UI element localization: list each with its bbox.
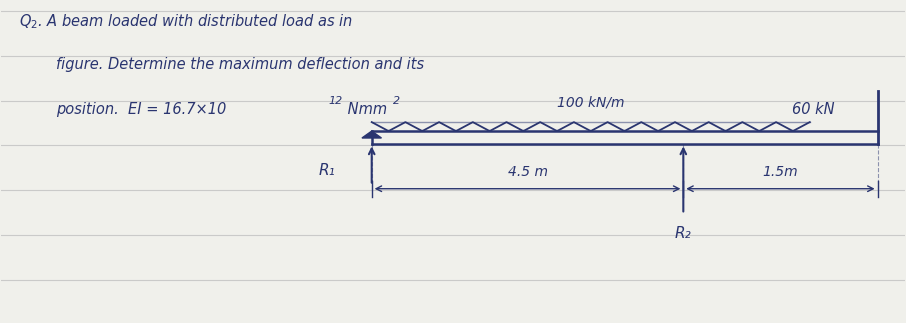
Text: figure. Determine the maximum deflection and its: figure. Determine the maximum deflection… bbox=[55, 57, 424, 72]
Text: 1.5m: 1.5m bbox=[763, 165, 798, 179]
Text: 2: 2 bbox=[392, 96, 400, 106]
Text: Nmm: Nmm bbox=[342, 102, 387, 117]
Text: 12: 12 bbox=[328, 96, 342, 106]
Text: position.  EI = 16.7×10: position. EI = 16.7×10 bbox=[55, 102, 226, 117]
Text: R₂: R₂ bbox=[675, 225, 691, 241]
Text: 4.5 m: 4.5 m bbox=[507, 165, 547, 179]
Text: Q$_2$. A beam loaded with distributed load as in: Q$_2$. A beam loaded with distributed lo… bbox=[19, 13, 353, 31]
Polygon shape bbox=[362, 131, 381, 138]
Text: 100 kN/m: 100 kN/m bbox=[557, 95, 624, 109]
Text: 60 kN: 60 kN bbox=[792, 102, 834, 117]
Text: R₁: R₁ bbox=[318, 163, 335, 178]
